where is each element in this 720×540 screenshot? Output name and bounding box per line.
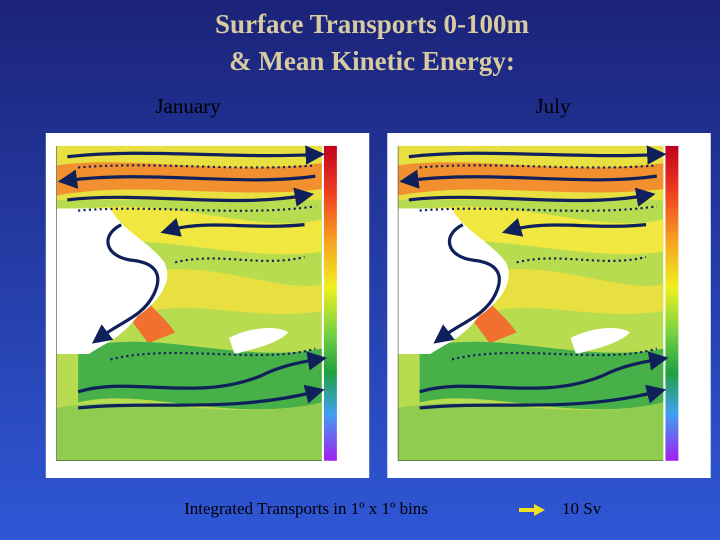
panel-label: July bbox=[535, 94, 571, 118]
title-line: Surface Transports 0-100m bbox=[215, 9, 529, 39]
title-line: & Mean Kinetic Energy: bbox=[229, 46, 515, 76]
map-july bbox=[387, 133, 710, 478]
scale-label: 10 Sv bbox=[562, 499, 602, 518]
scale-arrow bbox=[519, 504, 545, 516]
panel-label: January bbox=[155, 94, 221, 118]
map-january bbox=[46, 133, 369, 478]
caption: Integrated Transports in 1º x 1º bins bbox=[184, 499, 428, 518]
